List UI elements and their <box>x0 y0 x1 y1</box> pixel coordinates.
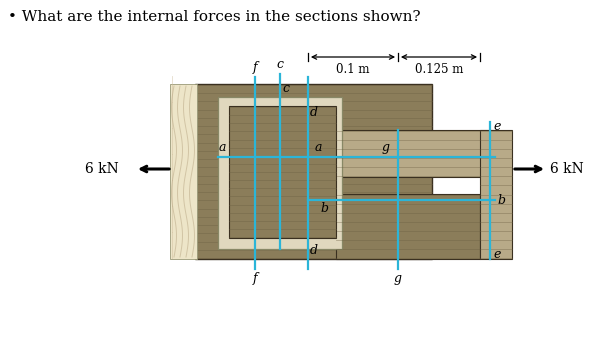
Text: g: g <box>394 272 402 285</box>
Text: • What are the internal forces in the sections shown?: • What are the internal forces in the se… <box>8 10 421 24</box>
Text: a: a <box>315 141 323 154</box>
Text: 0.125 m: 0.125 m <box>415 63 463 76</box>
Text: f: f <box>253 272 258 285</box>
Text: g: g <box>382 141 390 154</box>
Text: 6 kN: 6 kN <box>550 162 584 176</box>
Bar <box>218 97 342 249</box>
Bar <box>170 84 197 259</box>
Text: a: a <box>218 141 226 154</box>
Bar <box>336 194 480 259</box>
Text: d: d <box>310 105 318 118</box>
Bar <box>336 130 495 177</box>
Bar <box>195 84 432 259</box>
Text: b: b <box>320 202 328 215</box>
Text: b: b <box>497 194 505 206</box>
Text: 6 kN: 6 kN <box>85 162 119 176</box>
Text: c: c <box>282 83 289 96</box>
Bar <box>229 106 336 238</box>
Text: e: e <box>493 121 500 134</box>
Text: d: d <box>310 244 318 257</box>
Text: e: e <box>493 248 500 261</box>
Bar <box>480 130 512 259</box>
Text: f: f <box>253 61 258 74</box>
Text: 0.1 m: 0.1 m <box>336 63 370 76</box>
Text: c: c <box>276 58 284 71</box>
